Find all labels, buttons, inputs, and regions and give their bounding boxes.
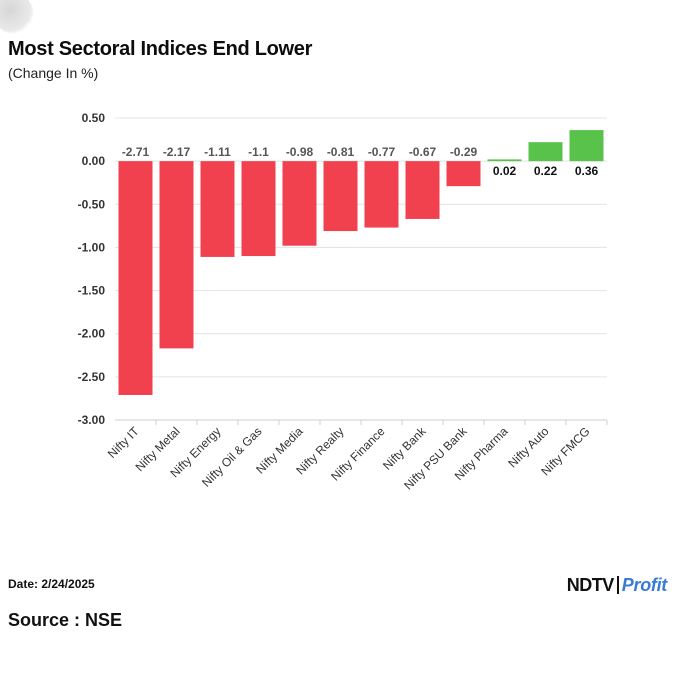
bar [200,161,235,257]
data-label: -0.98 [286,145,314,159]
y-tick-label: -1.00 [78,240,106,254]
logo-separator [616,576,619,594]
data-label: 0.36 [575,164,599,178]
data-label: -0.77 [368,145,396,159]
data-label: -2.71 [122,145,150,159]
bar [405,161,440,219]
bar-chart: 0.50 0.00 -0.50 -1.00 -1.50 -2.00 -2.50 -3.00 -2… [78,111,608,493]
y-tick-label: 0.50 [82,111,106,125]
bar [159,161,194,349]
data-label: -2.17 [163,145,191,159]
bar [569,130,604,162]
y-tick-label: -0.50 [78,197,106,211]
logo-brand-right: Profit [621,575,668,595]
data-label: 0.02 [493,164,517,178]
date-label: Date: 2/24/2025 [8,577,95,591]
bar [118,161,153,395]
data-label: -1.1 [248,145,269,159]
data-label: -0.67 [409,145,437,159]
ndtv-profit-logo: NDTV Profit [567,576,667,594]
data-label: -0.81 [327,145,355,159]
y-tick-label: 0.00 [82,154,106,168]
y-tick-label: -1.50 [78,284,106,298]
x-tick-label: Nifty IT [105,424,142,461]
corner-decoration [0,0,34,34]
data-label: -1.11 [204,145,231,159]
bar [364,161,399,228]
bar [282,161,317,246]
bar [528,142,563,162]
chart-title: Most Sectoral Indices End Lower [8,38,313,60]
logo-brand-left: NDTV [566,575,615,595]
y-tick-label: -3.00 [78,413,106,427]
data-label: -0.29 [450,145,478,159]
y-tick-label: -2.50 [78,370,106,384]
bar [487,159,522,162]
source-label: Source : NSE [8,610,123,630]
bar [446,161,481,187]
data-label: 0.22 [534,164,558,178]
bar [323,161,358,232]
y-tick-label: -2.00 [78,327,106,341]
bar [241,161,276,257]
chart-subtitle: (Change In %) [8,65,99,81]
